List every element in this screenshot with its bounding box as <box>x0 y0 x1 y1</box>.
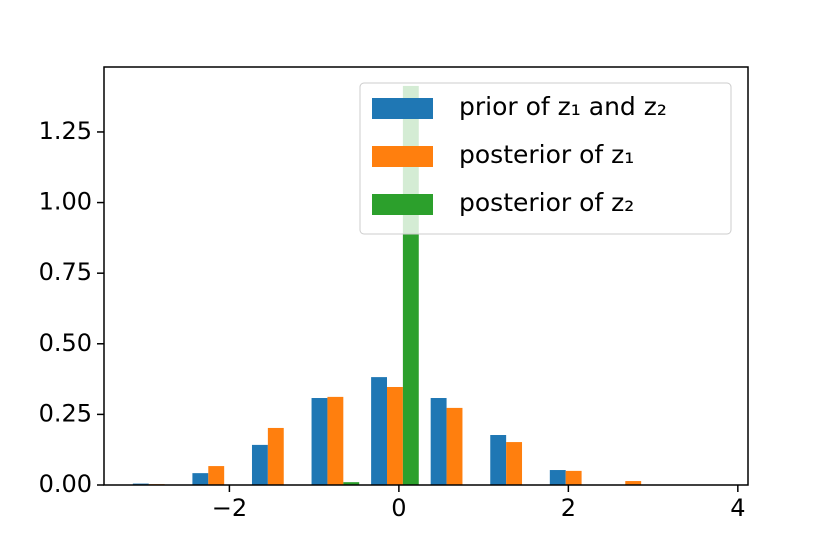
legend: prior of z₁ and z₂ posterior of z₁ posteri… <box>359 82 732 235</box>
bar <box>192 473 209 485</box>
bar <box>387 386 403 485</box>
bar <box>251 444 268 485</box>
y-tick-label: 1.00 <box>39 188 92 216</box>
bar <box>549 470 566 485</box>
y-tick-label: 0.25 <box>39 399 92 427</box>
x-tick-label: 2 <box>561 494 576 522</box>
plot-frame <box>103 66 749 486</box>
y-tick-label: 0.00 <box>39 470 92 498</box>
x-tick-label: 0 <box>391 494 406 522</box>
bar <box>208 466 225 485</box>
y-tick-label: 0.50 <box>39 329 92 357</box>
x-tick-label: −2 <box>212 494 247 522</box>
y-tick-label: 0.75 <box>39 258 92 286</box>
legend-label: posterior of z₁ <box>459 140 634 169</box>
legend-swatch <box>372 194 433 215</box>
bar <box>490 435 507 485</box>
bar <box>625 481 642 485</box>
x-tick-label: 4 <box>730 494 745 522</box>
legend-swatch <box>372 146 433 167</box>
bar <box>565 470 582 485</box>
y-tick-label: 1.25 <box>39 117 92 145</box>
bar <box>506 442 523 485</box>
legend-swatch <box>372 98 433 119</box>
legend-label: posterior of z₂ <box>459 188 634 217</box>
legend-frame <box>359 82 732 235</box>
bar <box>430 398 447 485</box>
bar <box>311 398 328 485</box>
bar <box>267 427 284 485</box>
bar <box>343 482 360 485</box>
bar <box>327 396 344 485</box>
bar <box>371 377 388 485</box>
legend-label: prior of z₁ and z₂ <box>459 92 667 121</box>
bar <box>446 407 463 485</box>
